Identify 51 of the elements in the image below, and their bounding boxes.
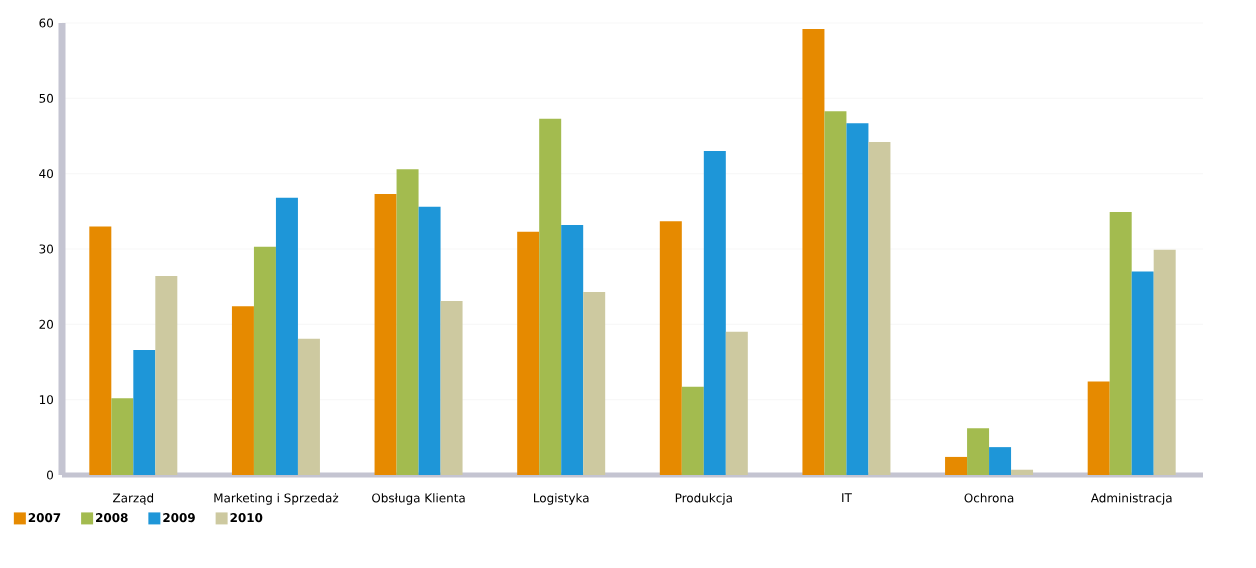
x-tick-label: Zarząd — [113, 493, 154, 505]
bar — [824, 111, 847, 475]
bar — [659, 221, 682, 475]
x-tick-label: Logistyka — [534, 493, 589, 505]
bar — [89, 226, 112, 475]
y-tick-label: 0 — [46, 470, 54, 480]
bar — [396, 169, 419, 475]
bar — [583, 291, 606, 475]
x-tick-label: Ochrona — [964, 493, 1014, 503]
bar — [802, 29, 825, 475]
legend-label: 2008 — [96, 513, 128, 523]
bar — [681, 386, 704, 475]
bar — [868, 142, 891, 475]
x-tick-label: Produkcja — [675, 493, 732, 505]
y-tick-label: 40 — [39, 169, 54, 179]
bar — [945, 456, 968, 475]
bar — [561, 224, 584, 475]
bar — [155, 276, 178, 475]
bar — [1087, 381, 1110, 475]
bar — [846, 123, 869, 475]
bar — [231, 306, 254, 475]
legend-label: 2010 — [230, 513, 263, 523]
y-tick-label: 10 — [39, 395, 54, 405]
bar — [725, 331, 748, 475]
bar — [374, 194, 397, 475]
bar — [539, 118, 562, 475]
bar — [111, 398, 134, 475]
legend-label: 2007 — [28, 513, 61, 523]
bar — [440, 300, 463, 475]
bar — [275, 197, 298, 475]
x-tick-label: IT — [842, 493, 852, 502]
x-tick-label: Obsługa Klienta — [372, 493, 465, 505]
bar — [1109, 212, 1132, 475]
bar — [517, 231, 540, 475]
y-tick-label: 30 — [39, 244, 54, 254]
y-tick-label: 20 — [39, 319, 54, 329]
x-tick-label: Administracja — [1090, 493, 1172, 505]
bar — [1011, 469, 1034, 475]
bar — [1153, 249, 1176, 475]
bar — [989, 447, 1012, 475]
bar — [1131, 271, 1154, 475]
bar — [297, 338, 320, 475]
legend-label: 2009 — [163, 513, 195, 523]
bar — [133, 349, 156, 475]
bar — [967, 428, 990, 475]
bar — [253, 246, 276, 475]
y-tick-label: 60 — [39, 18, 54, 28]
y-tick-label: 50 — [39, 93, 54, 103]
bar — [703, 151, 726, 475]
bar — [418, 206, 441, 475]
x-tick-label: Marketing i Sprzedaż — [214, 493, 339, 505]
